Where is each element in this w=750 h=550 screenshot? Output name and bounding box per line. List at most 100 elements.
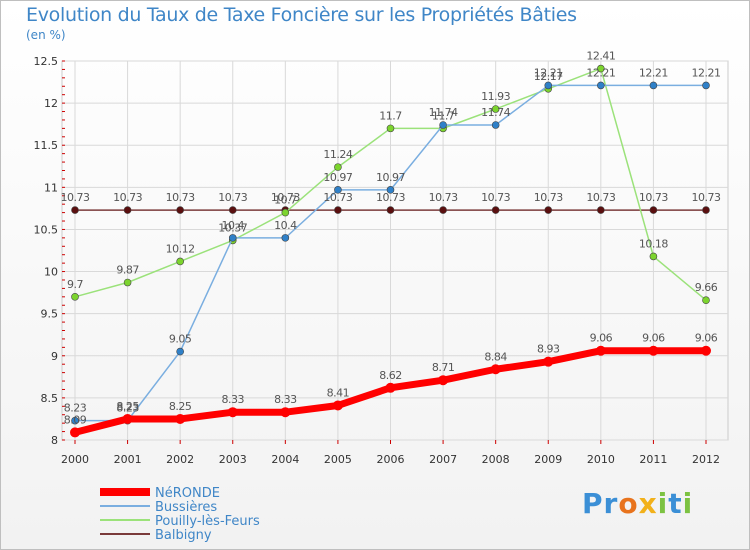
data-point (70, 427, 80, 438)
data-label: 8.84 (484, 350, 507, 363)
y-tick-label: 8 (51, 434, 58, 447)
x-tick-label: 2008 (482, 453, 510, 466)
data-label: 10.4 (222, 219, 245, 232)
data-label: 10.97 (323, 171, 352, 184)
y-tick-label: 10 (44, 266, 58, 279)
x-tick-label: 2007 (429, 453, 457, 466)
data-point (332, 400, 343, 411)
x-tick-label: 2000 (61, 453, 89, 466)
chart-title: Evolution du Taux de Taxe Foncière sur l… (26, 4, 577, 26)
data-label: 10.73 (61, 191, 90, 204)
x-tick-label: 2006 (377, 453, 405, 466)
data-point (334, 206, 342, 214)
data-label: 10.73 (323, 191, 352, 204)
data-point (544, 206, 553, 214)
data-point (334, 186, 342, 194)
legend-label: NéRONDE (155, 486, 220, 501)
y-tick-label: 11.5 (34, 139, 59, 152)
data-point (386, 124, 395, 133)
data-point (386, 186, 395, 194)
data-label: 8.33 (222, 393, 245, 406)
data-label: 12.21 (639, 66, 668, 79)
data-point (334, 163, 342, 171)
data-label: 10.73 (113, 191, 142, 204)
data-point (649, 206, 658, 214)
data-point (71, 293, 79, 301)
data-point (176, 257, 184, 266)
data-label: 10.73 (376, 191, 405, 204)
data-point (597, 206, 605, 214)
y-tick-label: 10.5 (34, 223, 59, 236)
data-label: 11.74 (481, 106, 510, 119)
data-point (490, 364, 501, 375)
data-label: 9.87 (116, 264, 139, 277)
data-point (648, 345, 659, 356)
data-label: 12.17 (534, 70, 563, 83)
data-point (175, 413, 186, 424)
data-point (597, 64, 605, 73)
data-point (701, 345, 711, 356)
data-point (71, 206, 79, 214)
data-label: 9.06 (695, 332, 718, 345)
data-label: 10.12 (166, 242, 195, 255)
y-tick-label: 12 (44, 97, 58, 110)
y-tick-label: 9 (51, 350, 58, 363)
data-point (702, 206, 710, 214)
legend-label: Pouilly-lès-Feurs (155, 514, 260, 529)
data-label: 10.18 (639, 237, 668, 250)
data-label: 9.06 (590, 332, 613, 345)
data-label: 8.25 (116, 400, 139, 413)
data-label: 10.4 (274, 219, 297, 232)
data-label: 11.7 (432, 109, 455, 122)
data-point (702, 81, 710, 90)
data-label: 10.73 (481, 191, 510, 204)
data-point (439, 121, 447, 129)
data-point (438, 375, 449, 386)
data-point (544, 81, 553, 90)
data-label: 10.73 (534, 191, 563, 204)
data-point (123, 206, 132, 214)
data-point (491, 105, 500, 113)
data-label: 10.97 (376, 171, 405, 184)
data-label: 10.73 (166, 191, 195, 204)
data-point (227, 407, 238, 418)
data-point (123, 278, 132, 287)
data-label: 9.05 (169, 333, 192, 346)
x-tick-label: 2004 (271, 453, 299, 466)
legend-label: Balbigny (155, 528, 212, 543)
data-label: 8.25 (169, 400, 192, 413)
data-point (491, 121, 500, 129)
y-tick-label: 8.5 (41, 392, 59, 405)
data-point (491, 206, 500, 214)
data-label: 8.93 (537, 343, 560, 356)
data-point (122, 413, 133, 424)
data-point (543, 356, 554, 367)
proxiti-logo: Proxiti (582, 487, 694, 520)
data-point (386, 206, 395, 214)
data-label: 11.24 (323, 148, 352, 161)
data-point (228, 206, 237, 214)
data-point (595, 345, 606, 356)
data-point (228, 234, 237, 242)
data-label: 10.73 (639, 191, 668, 204)
data-label: 9.7 (67, 278, 83, 291)
x-tick-label: 2012 (692, 453, 720, 466)
x-tick-label: 2003 (219, 453, 247, 466)
x-tick-label: 2011 (639, 453, 667, 466)
data-label: 10.73 (586, 191, 615, 204)
x-tick-label: 2009 (534, 453, 562, 466)
chart-subtitle: (en %) (26, 28, 66, 42)
data-label: 11.7 (379, 109, 402, 122)
data-label: 10.73 (429, 191, 458, 204)
data-label: 8.33 (274, 393, 297, 406)
data-point (280, 407, 291, 418)
data-label: 8.09 (64, 413, 87, 426)
data-point (281, 208, 290, 217)
data-label: 10.73 (218, 191, 247, 204)
y-tick-label: 9.5 (41, 308, 59, 321)
data-point (71, 416, 79, 425)
data-label: 8.41 (327, 386, 350, 399)
data-label: 12.21 (534, 66, 563, 79)
legend-label: Bussières (155, 500, 217, 515)
